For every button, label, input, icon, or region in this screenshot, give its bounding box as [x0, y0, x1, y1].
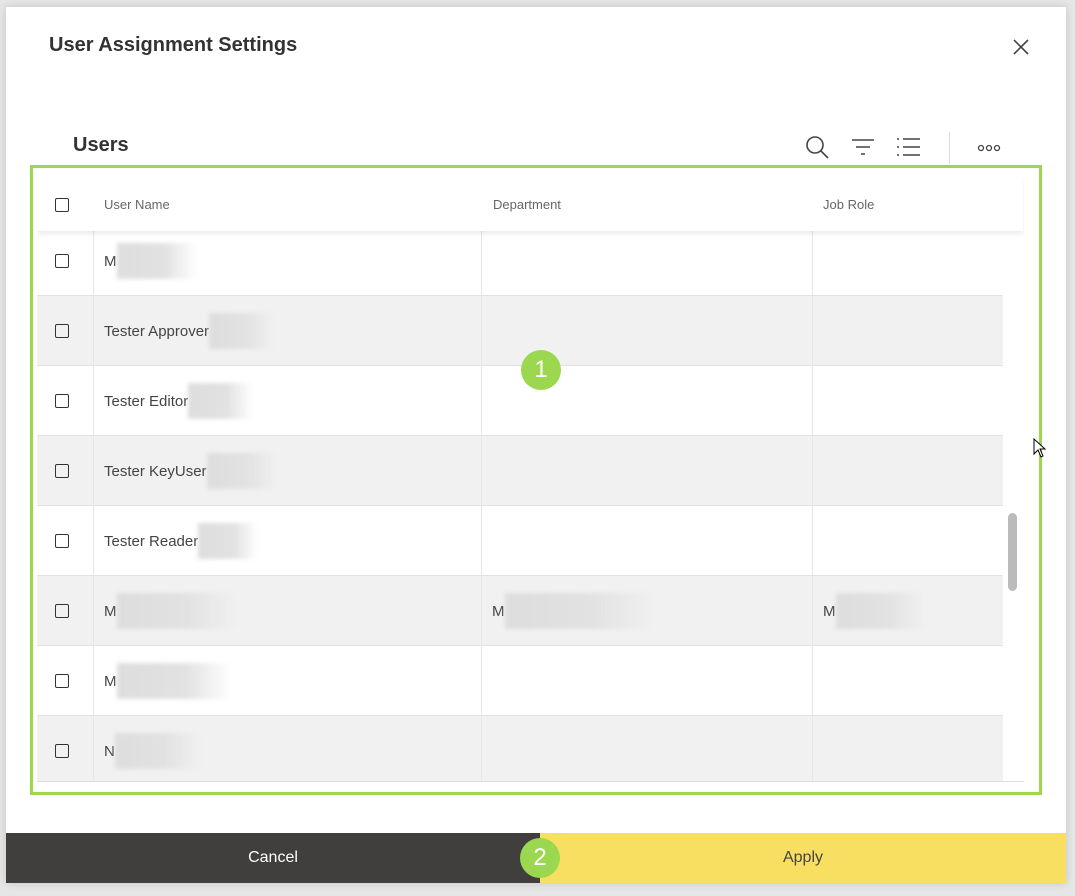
- row-checkbox[interactable]: [55, 394, 69, 408]
- cell-name: Tester Approver: [93, 296, 481, 366]
- cell-job-role: [812, 646, 1003, 716]
- table-row[interactable]: N: [37, 716, 1003, 781]
- table-header: User Name Department Job Role: [37, 179, 1023, 231]
- list-icon[interactable]: [895, 134, 921, 160]
- table-row[interactable]: M: [37, 226, 1003, 296]
- highlight-frame-1: [30, 165, 1042, 795]
- cell-job-role: [812, 716, 1003, 781]
- cell-job-role: [812, 226, 1003, 296]
- redacted-text: [504, 593, 655, 629]
- redacted-text: [198, 523, 259, 559]
- cell-name: N: [93, 716, 481, 781]
- column-user-name[interactable]: User Name: [104, 197, 170, 212]
- apply-label: Apply: [782, 849, 824, 866]
- cell-job-role: M: [812, 576, 1003, 646]
- cell-job-role: [812, 296, 1003, 366]
- row-checkbox[interactable]: [55, 534, 69, 548]
- users-table: User Name Department Job Role M Tester Ap…: [37, 179, 1024, 782]
- apply-button[interactable]: Apply: [540, 833, 1066, 883]
- cancel-button[interactable]: Cancel: [6, 833, 540, 883]
- close-icon[interactable]: [1011, 37, 1031, 57]
- cell-department: [481, 646, 812, 716]
- column-department[interactable]: Department: [493, 197, 561, 212]
- cell-name: Tester Reader: [93, 506, 481, 576]
- cell-department: [481, 226, 812, 296]
- dialog-title: User Assignment Settings: [49, 34, 298, 56]
- table-row[interactable]: Tester KeyUser: [37, 436, 1003, 506]
- cell-name: Tester KeyUser: [93, 436, 481, 506]
- row-checkbox[interactable]: [55, 324, 69, 338]
- cell-department: [481, 296, 812, 366]
- step-badge-2: 2: [520, 838, 560, 878]
- cell-name: M: [93, 226, 481, 296]
- cell-job-role: [812, 366, 1003, 436]
- scrollbar[interactable]: [1003, 231, 1023, 781]
- cell-department: [481, 436, 812, 506]
- cell-job-role: [812, 506, 1003, 576]
- redacted-text: [188, 383, 254, 419]
- users-section-title: Users: [73, 134, 129, 156]
- redacted-text: [206, 453, 277, 489]
- row-checkbox[interactable]: [55, 744, 69, 758]
- redacted-text: [116, 593, 237, 629]
- redacted-text: [209, 313, 275, 349]
- cell-department: M: [481, 576, 812, 646]
- table-row[interactable]: M: [37, 646, 1003, 716]
- table-row[interactable]: Tester Editor: [37, 366, 1003, 436]
- row-checkbox[interactable]: [55, 674, 69, 688]
- mouse-cursor-icon: [1033, 438, 1047, 458]
- cell-name: Tester Editor: [93, 366, 481, 436]
- redacted-text: [114, 733, 200, 769]
- select-all-checkbox[interactable]: [55, 198, 69, 212]
- cell-department: [481, 366, 812, 436]
- redacted-text: [116, 663, 232, 699]
- redacted-text: [116, 243, 197, 279]
- cancel-label: Cancel: [248, 849, 298, 866]
- cell-department: [481, 716, 812, 781]
- step-badge-1: 1: [521, 350, 561, 390]
- filter-icon[interactable]: [850, 134, 876, 160]
- cell-name: M: [93, 646, 481, 716]
- toolbar-divider: [949, 132, 950, 164]
- search-icon[interactable]: [804, 134, 830, 160]
- cell-department: [481, 506, 812, 576]
- row-checkbox[interactable]: [55, 254, 69, 268]
- scrollbar-thumb[interactable]: [1008, 513, 1017, 591]
- more-icon[interactable]: [976, 134, 1002, 160]
- cell-name: M: [93, 576, 481, 646]
- redacted-text: [835, 593, 926, 629]
- row-checkbox[interactable]: [55, 464, 69, 478]
- table-row[interactable]: Tester Reader: [37, 506, 1003, 576]
- cell-job-role: [812, 436, 1003, 506]
- row-checkbox[interactable]: [55, 604, 69, 618]
- column-job-role[interactable]: Job Role: [823, 197, 875, 212]
- table-row[interactable]: Tester Approver: [37, 296, 1003, 366]
